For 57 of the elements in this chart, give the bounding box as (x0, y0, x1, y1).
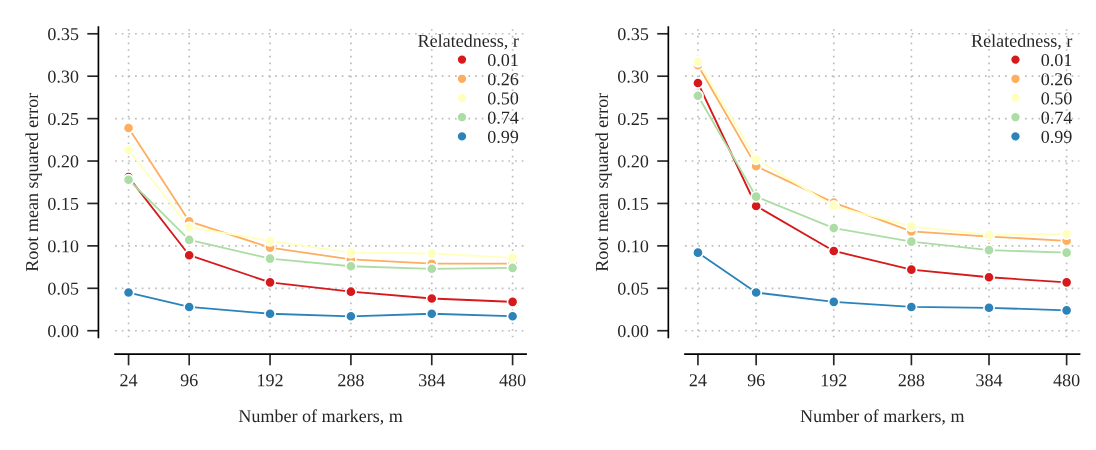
x-tick-label: 96 (747, 374, 765, 387)
x-tick-label: 384 (419, 374, 446, 387)
y-tick-label: 0.20 (617, 155, 649, 168)
legend-label: 0.26 (1041, 73, 1072, 86)
x-tick-label: 480 (499, 374, 526, 387)
x-axis-title: Number of markers, m (800, 409, 965, 425)
legend-label: 0.50 (1041, 92, 1072, 105)
legend-label: 0.26 (487, 73, 519, 86)
legend-title: Relatedness, r (418, 34, 519, 50)
x-tick-label: 24 (120, 374, 138, 387)
y-tick-label: 0.00 (48, 324, 79, 338)
x-tick-label: 192 (258, 374, 283, 387)
point (264, 276, 277, 289)
legend-label: 0.01 (487, 53, 518, 67)
point (750, 200, 763, 212)
x-tick-label: 96 (180, 374, 198, 387)
x-tick-label: 480 (1053, 374, 1080, 387)
y-tick-label: 0.15 (617, 197, 649, 210)
legend-label: 0.74 (1041, 111, 1073, 124)
legend-label: 0.99 (1041, 130, 1072, 143)
y-tick-label: 0.20 (48, 155, 79, 168)
y-tick-label: 0.05 (617, 282, 649, 295)
y-axis-title: Root mean squared error (595, 92, 612, 272)
x-tick-label: 24 (689, 374, 707, 387)
y-tick-label: 0.35 (48, 28, 79, 41)
y-tick-label: 0.25 (48, 112, 79, 126)
y-tick-label: 0.00 (617, 324, 649, 338)
y-tick-label: 0.35 (617, 28, 649, 41)
legend-label: 0.01 (1041, 53, 1072, 67)
point (750, 286, 763, 299)
point (827, 295, 840, 308)
y-tick-label: 0.30 (617, 70, 649, 83)
y-tick-label: 0.25 (617, 112, 649, 126)
point (264, 234, 277, 247)
legend-label: 0.50 (487, 92, 519, 105)
x-tick-label: 288 (898, 374, 925, 387)
point (750, 153, 763, 166)
y-axis-title: Root mean squared error (25, 92, 42, 272)
point (183, 300, 196, 313)
point (905, 263, 918, 276)
y-tick-label: 0.30 (48, 70, 79, 83)
point (983, 244, 995, 257)
legend-label: 0.74 (487, 111, 519, 124)
x-tick-label: 384 (976, 374, 1003, 387)
x-tick-label: 192 (821, 374, 847, 387)
x-tick-label: 288 (338, 374, 364, 387)
y-tick-label: 0.10 (48, 240, 79, 253)
y-tick-label: 0.15 (48, 197, 79, 210)
y-tick-label: 0.05 (48, 282, 79, 295)
legend-title: Relatedness, r (971, 34, 1073, 50)
legend-label: 0.99 (487, 130, 519, 143)
point (750, 190, 763, 203)
point (905, 300, 918, 313)
point (905, 235, 918, 248)
point (827, 244, 840, 257)
x-axis-title: Number of markers, m (238, 409, 403, 425)
y-tick-label: 0.10 (617, 240, 649, 253)
